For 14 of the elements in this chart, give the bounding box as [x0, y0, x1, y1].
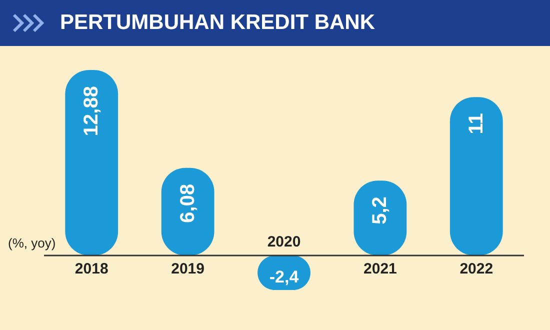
- x-tick-label: 2022: [460, 260, 494, 278]
- x-tick-label: 2018: [74, 260, 108, 278]
- data-label: 5,2: [369, 196, 392, 224]
- data-label: 12,88: [80, 86, 103, 136]
- bar: [450, 97, 503, 256]
- y-axis-title: (%, yoy): [8, 235, 56, 250]
- x-tick-label: 2019: [171, 260, 204, 278]
- chart-title: PERTUMBUHAN KREDIT BANK: [60, 11, 375, 35]
- data-label: -2,4: [269, 267, 300, 286]
- data-label: 11: [465, 113, 488, 134]
- data-label: 6,08: [176, 184, 199, 223]
- x-tick-label: 2021: [364, 260, 397, 278]
- x-tick-label: 2020: [267, 233, 301, 250]
- bar: [65, 70, 118, 256]
